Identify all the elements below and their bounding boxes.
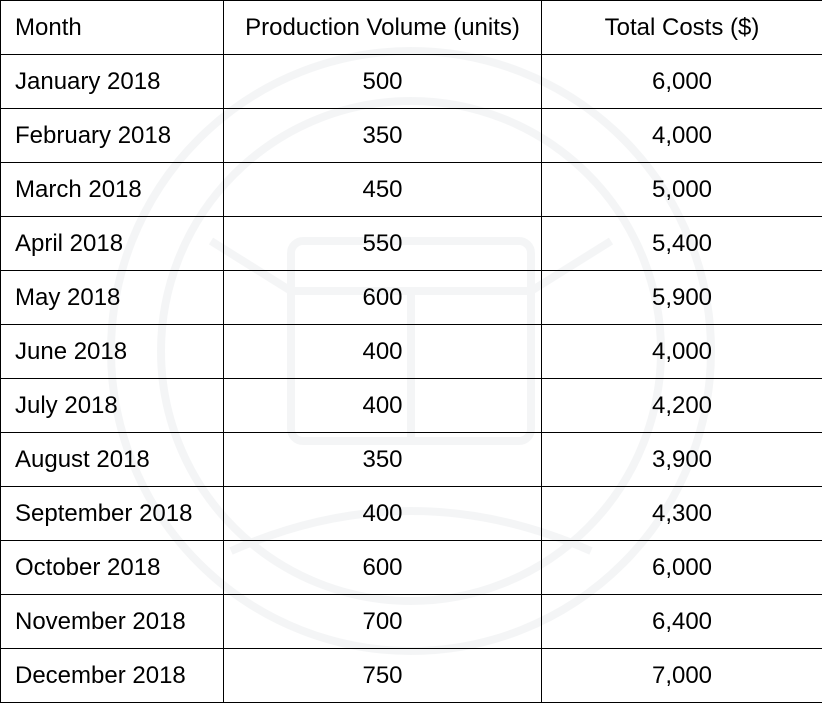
col-header-month: Month [1, 1, 224, 55]
cell-cost: 3,900 [542, 433, 822, 487]
cell-month: January 2018 [1, 55, 224, 109]
cell-volume: 700 [224, 595, 542, 649]
cell-cost: 5,900 [542, 271, 822, 325]
cell-volume: 600 [224, 271, 542, 325]
cell-month: October 2018 [1, 541, 224, 595]
table-row: June 20184004,000 [1, 325, 822, 379]
cell-month: June 2018 [1, 325, 224, 379]
cell-volume: 400 [224, 325, 542, 379]
cell-cost: 7,000 [542, 649, 822, 703]
cell-month: August 2018 [1, 433, 224, 487]
cell-month: December 2018 [1, 649, 224, 703]
table-body: January 20185006,000February 20183504,00… [1, 55, 822, 703]
cell-volume: 450 [224, 163, 542, 217]
production-costs-table: Month Production Volume (units) Total Co… [0, 0, 822, 703]
cell-volume: 350 [224, 109, 542, 163]
cell-month: November 2018 [1, 595, 224, 649]
cell-volume: 500 [224, 55, 542, 109]
cell-cost: 5,000 [542, 163, 822, 217]
cell-cost: 6,000 [542, 55, 822, 109]
col-header-volume: Production Volume (units) [224, 1, 542, 55]
table-row: April 20185505,400 [1, 217, 822, 271]
table-row: February 20183504,000 [1, 109, 822, 163]
table-row: January 20185006,000 [1, 55, 822, 109]
cell-volume: 600 [224, 541, 542, 595]
cell-volume: 550 [224, 217, 542, 271]
cell-cost: 4,000 [542, 109, 822, 163]
cell-month: February 2018 [1, 109, 224, 163]
table-row: July 20184004,200 [1, 379, 822, 433]
table-row: September 20184004,300 [1, 487, 822, 541]
table-row: November 20187006,400 [1, 595, 822, 649]
cell-month: September 2018 [1, 487, 224, 541]
table-row: August 20183503,900 [1, 433, 822, 487]
cell-cost: 4,000 [542, 325, 822, 379]
cell-cost: 4,200 [542, 379, 822, 433]
table-row: October 20186006,000 [1, 541, 822, 595]
cell-month: May 2018 [1, 271, 224, 325]
cell-volume: 750 [224, 649, 542, 703]
col-header-cost: Total Costs ($) [542, 1, 822, 55]
cell-month: July 2018 [1, 379, 224, 433]
cell-volume: 350 [224, 433, 542, 487]
table-row: March 20184505,000 [1, 163, 822, 217]
table-header: Month Production Volume (units) Total Co… [1, 1, 822, 55]
cell-month: March 2018 [1, 163, 224, 217]
cell-cost: 5,400 [542, 217, 822, 271]
table-container: Month Production Volume (units) Total Co… [0, 0, 822, 702]
cell-cost: 4,300 [542, 487, 822, 541]
table-row: May 20186005,900 [1, 271, 822, 325]
cell-month: April 2018 [1, 217, 224, 271]
cell-volume: 400 [224, 379, 542, 433]
cell-volume: 400 [224, 487, 542, 541]
cell-cost: 6,000 [542, 541, 822, 595]
header-row: Month Production Volume (units) Total Co… [1, 1, 822, 55]
table-row: December 20187507,000 [1, 649, 822, 703]
cell-cost: 6,400 [542, 595, 822, 649]
